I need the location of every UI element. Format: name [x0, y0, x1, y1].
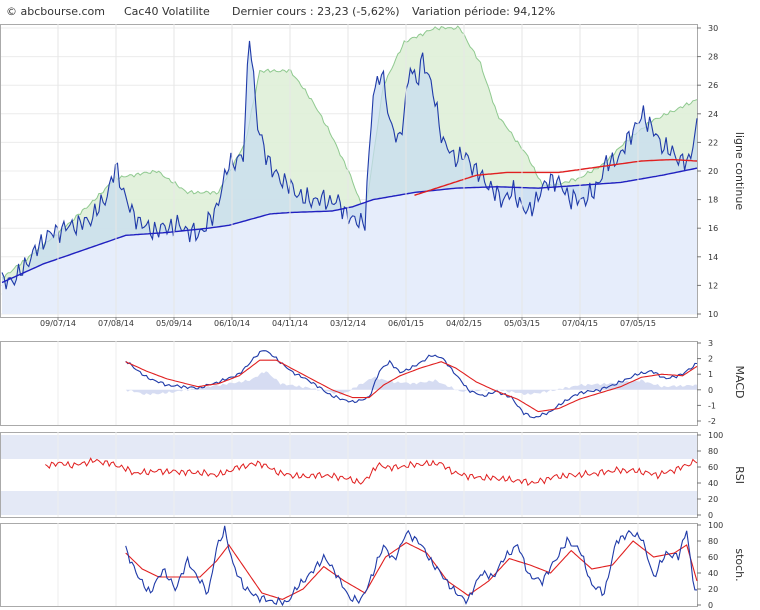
rsi-y-tick-label: 100 [708, 431, 723, 440]
price-y-tick-label: 24 [708, 110, 718, 119]
macd-y-tick-label: -2 [708, 417, 716, 426]
price-y-tick-label: 26 [708, 81, 718, 90]
macd-histogram [125, 371, 697, 396]
price-y-tick-label: 30 [708, 24, 718, 33]
price-line [1, 40, 698, 290]
macd-signal-line [125, 359, 698, 413]
x-tick-label: 07/08/14 [98, 319, 134, 328]
stoch-y-tick-label: 20 [708, 585, 718, 594]
price-y-tick-label: 10 [708, 310, 718, 319]
rsi-y-tick-label: 40 [708, 479, 718, 488]
macd-line [125, 350, 698, 419]
moving-average-short-line [414, 158, 698, 196]
rsi-y-axis-label: RSI [733, 466, 746, 484]
price-y-tick-label: 28 [708, 53, 718, 62]
x-tick-label: 06/10/14 [214, 319, 250, 328]
stoch-d-line [125, 540, 698, 600]
x-tick-label: 07/04/15 [562, 319, 598, 328]
period-variation-label: Variation période: 94,12% [412, 5, 556, 18]
x-tick-label: 03/12/14 [330, 319, 366, 328]
stoch-y-tick-label: 80 [708, 537, 718, 546]
price-y-tick-label: 16 [708, 224, 718, 233]
chart-header: © abcbourse.com Cac40 Volatilite Dernier… [0, 0, 760, 22]
macd-y-tick-label: 0 [708, 386, 713, 395]
brand-label: © abcbourse.com [6, 5, 105, 18]
rsi-oversold-band [1, 491, 697, 515]
x-tick-label: 05/03/15 [504, 319, 540, 328]
rsi-y-tick-label: 60 [708, 463, 718, 472]
stoch-y-tick-label: 60 [708, 553, 718, 562]
macd-y-axis-label: MACD [733, 366, 746, 399]
price-y-tick-label: 18 [708, 196, 718, 205]
price-y-axis-label: ligne continue [733, 132, 746, 210]
stoch-k-line [125, 525, 698, 607]
macd-y-tick-label: 2 [708, 355, 713, 364]
instrument-title: Cac40 Volatilite [124, 5, 210, 18]
macd-y-tick-label: 1 [708, 370, 713, 379]
x-tick-label: 04/11/14 [272, 319, 308, 328]
macd-panel-frame [0, 341, 698, 426]
stoch-y-tick-label: 100 [708, 521, 723, 530]
stoch-y-tick-label: 0 [708, 601, 713, 610]
x-tick-label: 07/05/15 [620, 319, 656, 328]
macd-y-tick-label: 3 [708, 339, 713, 348]
price-y-tick-label: 12 [708, 281, 718, 290]
last-price-label: Dernier cours : 23,23 (-5,62%) [232, 5, 400, 18]
x-tick-label: 06/01/15 [388, 319, 424, 328]
price-y-tick-label: 22 [708, 138, 718, 147]
stoch-y-axis-label: stoch. [733, 548, 746, 581]
x-tick-label: 04/02/15 [446, 319, 482, 328]
rsi-y-tick-label: 80 [708, 447, 718, 456]
moving-average-long-line [1, 167, 698, 284]
stoch-y-tick-label: 40 [708, 569, 718, 578]
rsi-y-tick-label: 20 [708, 495, 718, 504]
x-tick-label: 05/09/14 [156, 319, 192, 328]
x-tick-label: 09/07/14 [40, 319, 76, 328]
rsi-panel-frame [0, 432, 698, 518]
rsi-overbought-band [1, 435, 697, 459]
price-y-tick-label: 14 [708, 253, 718, 262]
rsi-y-tick-label: 0 [708, 511, 713, 520]
stoch-panel-frame [0, 523, 698, 607]
macd-y-tick-label: -1 [708, 401, 716, 410]
price-y-tick-label: 20 [708, 167, 718, 176]
rsi-line [45, 457, 698, 487]
